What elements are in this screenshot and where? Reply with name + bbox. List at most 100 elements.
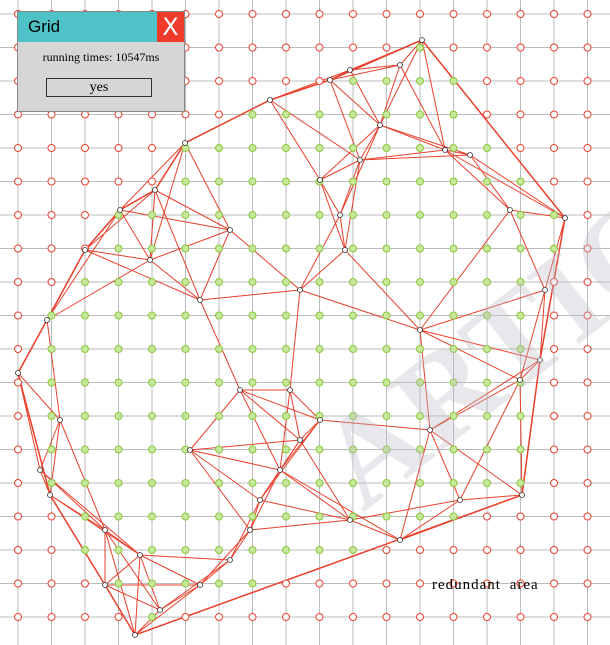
grid-node bbox=[47, 579, 56, 588]
grid-node bbox=[181, 378, 190, 387]
close-button[interactable]: X bbox=[157, 12, 184, 42]
triangle-edge bbox=[189, 449, 281, 471]
grid-node bbox=[416, 613, 424, 621]
triangle-edge bbox=[319, 179, 346, 251]
grid-node bbox=[14, 445, 22, 454]
triangle-edge bbox=[359, 149, 446, 161]
grid-node bbox=[483, 479, 491, 487]
grid-node bbox=[14, 311, 22, 320]
triangle-edge bbox=[349, 499, 461, 521]
grid-node bbox=[516, 244, 525, 253]
triangle-edge bbox=[159, 584, 201, 611]
grid-node bbox=[416, 244, 424, 253]
grid-node bbox=[114, 177, 123, 186]
grid-node bbox=[382, 613, 391, 621]
grid-node bbox=[483, 613, 491, 621]
grid-node bbox=[14, 512, 22, 521]
triangle-edge bbox=[46, 319, 61, 421]
vertex bbox=[562, 215, 568, 221]
triangle-edge bbox=[184, 142, 231, 231]
triangle-edge bbox=[444, 149, 471, 156]
grid-node bbox=[483, 177, 491, 186]
grid-node bbox=[315, 512, 324, 521]
triangle-edge bbox=[429, 429, 523, 496]
vertex bbox=[187, 447, 193, 453]
grid-node bbox=[449, 378, 458, 387]
grid-node bbox=[449, 77, 458, 85]
grid-node bbox=[416, 479, 424, 487]
grid-node bbox=[215, 177, 223, 186]
grid-node bbox=[483, 10, 491, 18]
grid-node bbox=[315, 278, 324, 286]
triangle-edge bbox=[199, 299, 241, 391]
grid-node bbox=[315, 479, 324, 487]
triangle-edge bbox=[229, 529, 251, 561]
triangle-edge bbox=[139, 554, 231, 561]
grid-node bbox=[215, 579, 223, 588]
grid-node bbox=[583, 512, 592, 521]
grid-node bbox=[81, 613, 89, 621]
grid-node bbox=[315, 244, 324, 253]
grid-node bbox=[148, 144, 156, 152]
grid-node bbox=[349, 412, 357, 420]
grid-node bbox=[483, 546, 491, 554]
triangle-edge bbox=[199, 229, 231, 301]
grid-node bbox=[215, 445, 223, 454]
grid-node bbox=[282, 345, 290, 353]
triangle-edge bbox=[84, 249, 151, 261]
triangle-edge bbox=[279, 389, 291, 471]
grid-node bbox=[382, 110, 391, 119]
grid-node bbox=[382, 278, 391, 286]
grid-node bbox=[315, 43, 324, 52]
grid-node bbox=[114, 412, 123, 420]
grid-node bbox=[248, 378, 257, 387]
triangle-edge bbox=[399, 64, 446, 151]
grid-node bbox=[483, 378, 491, 387]
grid-node bbox=[14, 144, 22, 152]
grid-node bbox=[550, 10, 558, 18]
triangle-edge bbox=[104, 529, 161, 611]
grid-node bbox=[148, 244, 156, 253]
grid-node bbox=[516, 10, 525, 18]
grid-node bbox=[47, 512, 56, 521]
grid-node bbox=[449, 211, 458, 219]
triangle-edge bbox=[339, 124, 381, 216]
grid-node bbox=[81, 144, 89, 152]
grid-node bbox=[215, 244, 223, 253]
grid-node bbox=[583, 278, 592, 286]
grid-node bbox=[449, 445, 458, 454]
grid-node bbox=[81, 512, 89, 521]
grid-node bbox=[583, 546, 592, 554]
grid-node bbox=[215, 311, 223, 320]
grid-node bbox=[516, 345, 525, 353]
triangle-edge bbox=[104, 554, 141, 586]
yes-button[interactable]: yes bbox=[46, 78, 152, 97]
grid-node bbox=[349, 579, 357, 588]
grid-node bbox=[248, 613, 257, 621]
grid-node bbox=[349, 345, 357, 353]
triangle-edge bbox=[509, 209, 546, 291]
grid-node bbox=[349, 110, 357, 119]
vertex bbox=[197, 582, 203, 588]
grid-node bbox=[516, 579, 525, 588]
grid-node bbox=[14, 278, 22, 286]
grid-node bbox=[382, 144, 391, 152]
grid-node bbox=[550, 378, 558, 387]
grid-node bbox=[483, 345, 491, 353]
triangle-edge bbox=[46, 209, 121, 321]
grid-node bbox=[583, 10, 592, 18]
grid-node bbox=[148, 345, 156, 353]
grid-node bbox=[382, 546, 391, 554]
triangle-edge bbox=[119, 142, 186, 211]
grid-node bbox=[416, 546, 424, 554]
grid-node bbox=[550, 412, 558, 420]
grid-node bbox=[315, 311, 324, 320]
triangle-edge bbox=[289, 389, 321, 421]
grid-node bbox=[47, 244, 56, 253]
grid-node bbox=[382, 378, 391, 387]
triangle-edge bbox=[419, 289, 546, 331]
grid-node bbox=[148, 378, 156, 387]
triangle-edge bbox=[299, 289, 421, 331]
grid-node bbox=[349, 445, 357, 454]
dialog: Grid X running times: 10547ms yes bbox=[17, 11, 185, 112]
